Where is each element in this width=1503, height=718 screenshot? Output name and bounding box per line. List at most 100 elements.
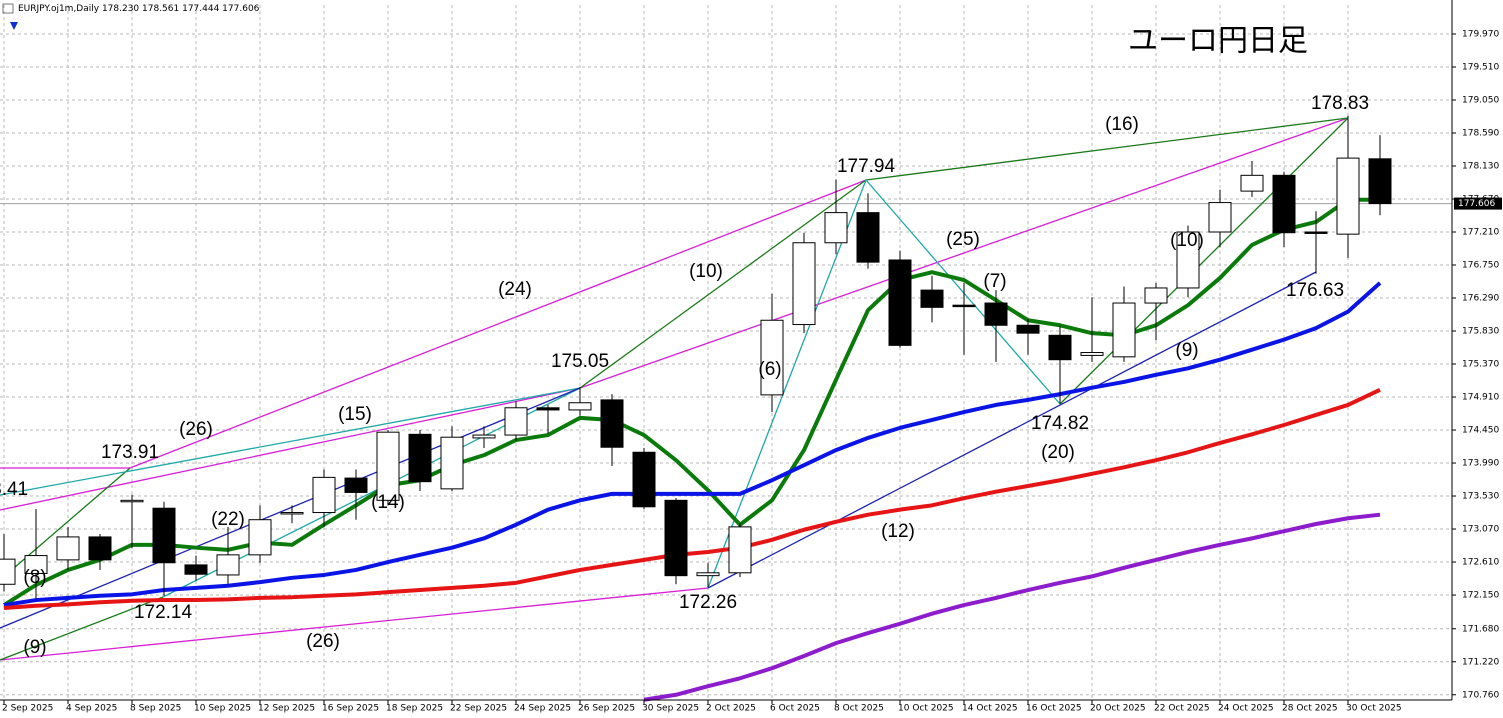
- x-tick-label: 8 Sep 2025: [130, 704, 181, 714]
- candle-body: [1368, 158, 1392, 205]
- trend-line: [0, 596, 164, 661]
- moving-average: [3, 388, 1381, 610]
- candle-body: [88, 536, 112, 561]
- y-tick-label: 173.070: [1462, 525, 1499, 535]
- y-tick-label: 170.760: [1462, 690, 1499, 700]
- x-tick-label: 14 Oct 2025: [962, 704, 1018, 714]
- symbol-icon: [2, 3, 14, 14]
- y-tick-label: 171.680: [1462, 624, 1499, 634]
- trend-line: [579, 117, 1349, 389]
- trend-line: [1059, 117, 1349, 405]
- x-tick-label: 4 Sep 2025: [66, 704, 117, 714]
- annotation: (14): [371, 492, 405, 513]
- x-tick-label: 24 Sep 2025: [514, 704, 571, 714]
- trend-line: [0, 467, 131, 581]
- candle-body: [632, 451, 656, 508]
- candle-body: [568, 402, 592, 411]
- candle-body: [472, 434, 496, 439]
- moving-average: [2, 197, 1380, 607]
- chart-title: ユーロ円日足: [1128, 24, 1308, 59]
- annotation: 173.41: [0, 479, 28, 500]
- candle-body: [600, 399, 624, 448]
- candle-body: [216, 554, 240, 576]
- candle-body: [760, 319, 784, 396]
- annotation: (15): [338, 404, 372, 425]
- candle-body: [696, 572, 720, 577]
- trend-line: [707, 271, 1317, 589]
- candle-body: [1304, 231, 1328, 234]
- candle-body: [1240, 174, 1264, 192]
- candles: [0, 115, 1392, 599]
- y-tick-label: 175.370: [1462, 360, 1499, 370]
- y-tick-label: 173.990: [1462, 459, 1499, 469]
- candle-body: [1144, 287, 1168, 304]
- x-tick-label: 2 Oct 2025: [706, 704, 756, 714]
- x-tick-label: 12 Sep 2025: [258, 704, 315, 714]
- y-tick-label: 171.220: [1462, 657, 1499, 667]
- candle-body: [312, 476, 336, 514]
- annotation: (10): [689, 261, 723, 282]
- annotation: 177.94: [837, 156, 896, 177]
- y-tick-label: 179.970: [1462, 29, 1499, 39]
- candle-body: [504, 407, 528, 436]
- candle-body: [248, 519, 272, 556]
- x-tick-label: 22 Sep 2025: [450, 704, 507, 714]
- y-tick-label: 179.510: [1462, 62, 1499, 72]
- x-tick-label: 30 Sep 2025: [642, 704, 699, 714]
- candle-body: [376, 431, 400, 501]
- annotations: 173.41 (8) (9) 173.91 (26) 172.14 (22) (14) (15)…: [0, 93, 1369, 658]
- x-tick-label: 20 Oct 2025: [1090, 704, 1146, 714]
- x-tick-label: 18 Sep 2025: [386, 704, 443, 714]
- x-tick-label: 16 Oct 2025: [1026, 704, 1082, 714]
- candle-body: [792, 242, 816, 326]
- x-tick-label: 6 Oct 2025: [770, 704, 820, 714]
- annotation: (26): [179, 419, 213, 440]
- y-tick-label: 178.130: [1462, 161, 1499, 171]
- candle-body: [952, 304, 976, 308]
- candle-body: [1176, 231, 1200, 289]
- candle-body: [728, 526, 752, 574]
- y-tick-label: 175.830: [1462, 327, 1499, 337]
- annotation: (9): [23, 637, 46, 658]
- candle-body: [824, 212, 848, 244]
- candle-body: [184, 564, 208, 575]
- candle-body: [152, 507, 176, 564]
- candle-body: [1208, 202, 1232, 233]
- y-tick-label: 174.910: [1462, 393, 1499, 403]
- annotation: (25): [946, 229, 980, 250]
- x-tick-label: 28 Oct 2025: [1282, 704, 1338, 714]
- candle-body: [1016, 324, 1040, 334]
- x-tick-label: 30 Oct 2025: [1346, 704, 1402, 714]
- candle-body: [1112, 302, 1136, 358]
- x-tick-label: 16 Sep 2025: [322, 704, 379, 714]
- annotation: 178.83: [1311, 93, 1369, 114]
- trend-line: [0, 387, 581, 629]
- annotation: (6): [758, 359, 781, 380]
- candle-body: [440, 436, 464, 490]
- x-tick-label: 2 Sep 2025: [2, 704, 53, 714]
- y-tick-label: 177.210: [1462, 228, 1499, 238]
- x-tick-label: 22 Oct 2025: [1154, 704, 1210, 714]
- annotation: 174.82: [1031, 413, 1089, 434]
- candle-body: [24, 555, 48, 575]
- x-tick-label: 10 Sep 2025: [194, 704, 251, 714]
- trend-line: [579, 179, 867, 389]
- annotation: (10): [1170, 230, 1204, 251]
- trend-line: [129, 179, 867, 469]
- candle-body: [1048, 334, 1072, 361]
- moving-averages: [2, 197, 1382, 702]
- annotation: (7): [983, 271, 1006, 292]
- candle-body: [1080, 352, 1104, 356]
- last-price-box: [1454, 197, 1502, 210]
- x-tick-label: 24 Oct 2025: [1218, 704, 1274, 714]
- y-tick-label: 176.290: [1462, 294, 1499, 304]
- annotation: 175.05: [551, 351, 609, 372]
- candle-body: [344, 477, 368, 493]
- y-tick-label: 172.150: [1462, 591, 1499, 601]
- candle-body: [0, 558, 16, 585]
- annotation: (20): [1041, 442, 1075, 463]
- y-tick-label: 178.590: [1462, 128, 1499, 138]
- candle-body: [280, 512, 304, 515]
